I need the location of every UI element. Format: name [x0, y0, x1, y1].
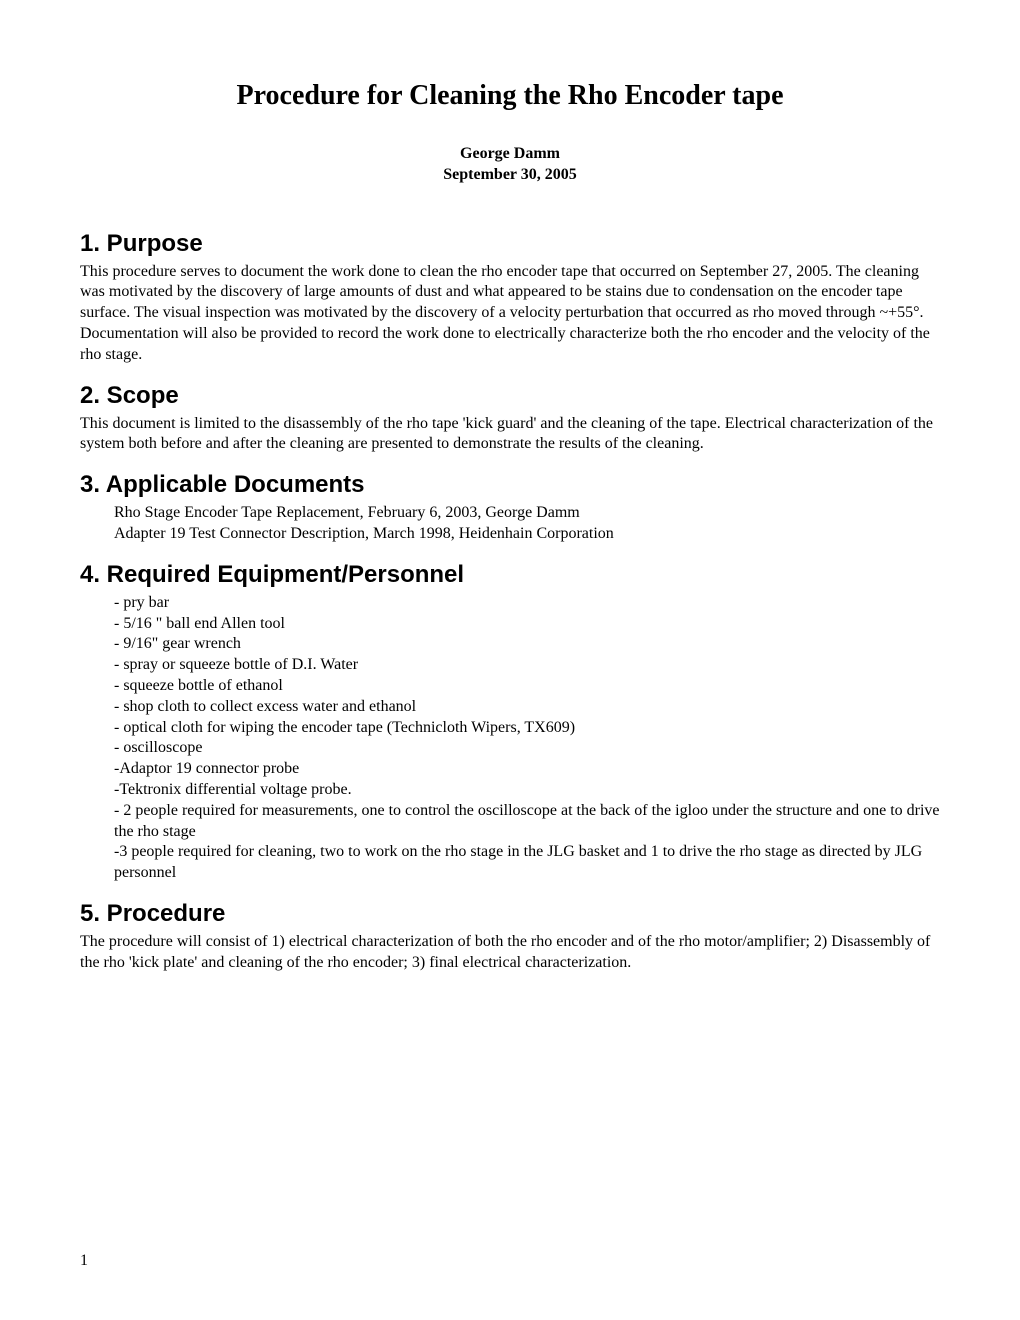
section-heading-procedure: 5. Procedure	[80, 900, 940, 928]
section-heading-equipment: 4. Required Equipment/Personnel	[80, 561, 940, 589]
list-item: Rho Stage Encoder Tape Replacement, Febr…	[114, 503, 940, 524]
author-name: George Damm	[80, 144, 940, 165]
section-body-procedure: The procedure will consist of 1) electri…	[80, 932, 940, 974]
author-block: George Damm September 30, 2005	[80, 144, 940, 186]
list-item: - 5/16 " ball end Allen tool	[114, 614, 940, 635]
list-item: - 2 people required for measurements, on…	[114, 801, 940, 843]
list-item: - shop cloth to collect excess water and…	[114, 697, 940, 718]
list-item: - spray or squeeze bottle of D.I. Water	[114, 655, 940, 676]
section-heading-purpose: 1. Purpose	[80, 230, 940, 258]
list-item: - 9/16" gear wrench	[114, 634, 940, 655]
page-number: 1	[80, 1252, 88, 1270]
list-item: - oscilloscope	[114, 738, 940, 759]
list-item: -3 people required for cleaning, two to …	[114, 842, 940, 884]
document-title: Procedure for Cleaning the Rho Encoder t…	[80, 80, 940, 112]
document-date: September 30, 2005	[80, 165, 940, 186]
list-item: Adapter 19 Test Connector Description, M…	[114, 524, 940, 545]
equipment-list: - pry bar - 5/16 " ball end Allen tool -…	[80, 593, 940, 884]
applicable-docs-list: Rho Stage Encoder Tape Replacement, Febr…	[80, 503, 940, 545]
list-item: -Adaptor 19 connector probe	[114, 759, 940, 780]
list-item: - optical cloth for wiping the encoder t…	[114, 718, 940, 739]
list-item: - squeeze bottle of ethanol	[114, 676, 940, 697]
section-body-scope: This document is limited to the disassem…	[80, 414, 940, 456]
section-body-purpose: This procedure serves to document the wo…	[80, 262, 940, 366]
section-heading-scope: 2. Scope	[80, 382, 940, 410]
list-item: - pry bar	[114, 593, 940, 614]
list-item: -Tektronix differential voltage probe.	[114, 780, 940, 801]
section-heading-applicable-docs: 3. Applicable Documents	[80, 471, 940, 499]
